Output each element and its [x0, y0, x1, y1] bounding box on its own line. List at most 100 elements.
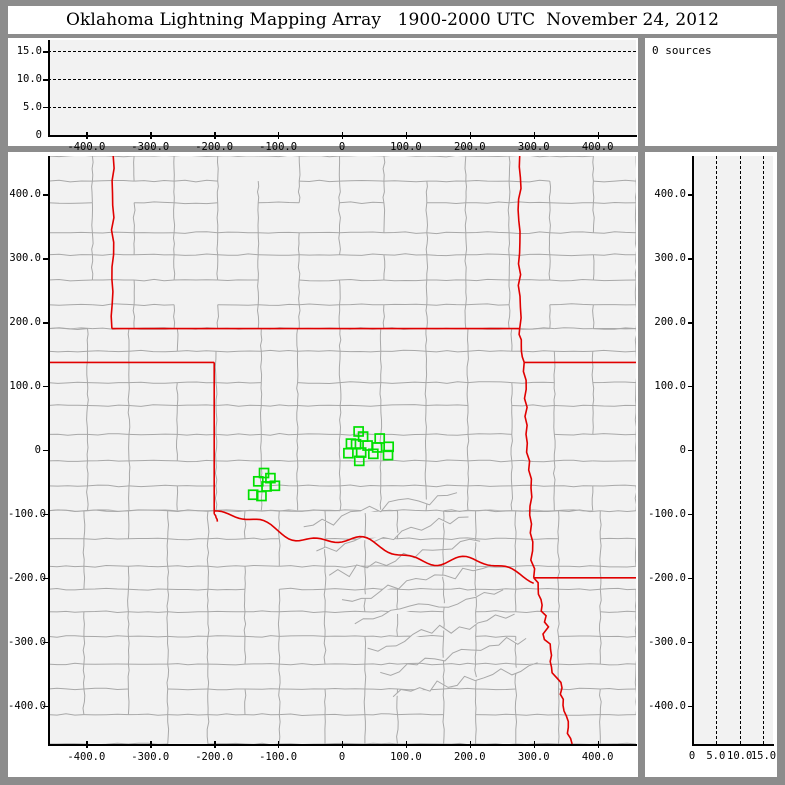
boundary-line [258, 201, 300, 204]
time-height-plot-area[interactable] [48, 40, 636, 135]
boundary-line [464, 156, 467, 182]
boundary-line [467, 381, 512, 384]
boundary-line [380, 349, 427, 352]
boundary-line [549, 278, 594, 282]
boundary-line [244, 663, 280, 665]
boundary-line [340, 381, 381, 384]
lightning-source-marker[interactable] [269, 480, 281, 492]
boundary-line [244, 564, 280, 567]
boundary-line [86, 405, 88, 435]
boundary-line [509, 179, 550, 183]
x-tick-label: 15.0 [750, 750, 777, 762]
boundary-line [518, 328, 525, 363]
plan-view-map-panel[interactable]: 400.0 300.0 200.0 100.0 0 -100.0 -200.0 -300.0 -… [8, 152, 638, 777]
y-tick-label: -300.0 [8, 635, 46, 648]
boundary-line [592, 433, 636, 436]
boundary-line [425, 181, 428, 203]
boundary-line [367, 613, 515, 652]
x-tick-label: -400.0 [67, 141, 106, 153]
boundary-line [467, 349, 512, 352]
boundary-line [425, 381, 469, 384]
boundary-line [48, 253, 93, 257]
boundary-line [127, 589, 129, 612]
boundary-line [426, 279, 466, 282]
boundary-line [297, 382, 341, 385]
boundary-line [508, 232, 511, 255]
boundary-line [244, 537, 280, 540]
x-tick-label: 0 [338, 751, 346, 763]
boundary-line [466, 405, 469, 435]
boundary-line [634, 538, 636, 567]
boundary-line [174, 231, 218, 234]
boundary-line [515, 663, 559, 666]
lightning-source-marker[interactable] [343, 447, 354, 459]
boundary-line [303, 492, 458, 528]
lightning-source-marker[interactable] [367, 448, 379, 460]
y-tick-label: 0 [34, 444, 41, 456]
boundary-line [593, 231, 636, 234]
boundary-line [599, 510, 602, 539]
time-height-panel[interactable]: 15.0 10.0 5.0 0 -400.0 -300.0 -200.0 -100.0 0 10… [8, 38, 638, 153]
height-count-plot-area[interactable] [692, 156, 773, 744]
boundary-line [48, 565, 84, 568]
boundary-line [278, 664, 281, 690]
boundary-line [443, 565, 476, 568]
boundary-line [48, 509, 84, 513]
boundary-line [558, 714, 601, 716]
boundary-line [133, 156, 135, 182]
boundary-line [134, 278, 175, 282]
lightning-source-marker[interactable] [353, 455, 365, 467]
boundary-line [514, 510, 517, 539]
boundary-line [296, 382, 299, 406]
boundary-line [258, 231, 300, 234]
boundary-line [214, 485, 218, 511]
boundary-line [443, 509, 476, 513]
boundary-line [396, 714, 399, 744]
boundary-line [299, 303, 340, 306]
plan-view-plot-area[interactable] [48, 156, 636, 744]
boundary-line [216, 181, 219, 203]
boundary-line [364, 688, 398, 691]
map-graphic[interactable] [48, 156, 636, 744]
boundary-line [557, 636, 560, 665]
boundary-line [83, 687, 129, 691]
y-tick-mark [688, 194, 694, 196]
y-tick-mark [688, 386, 694, 388]
boundary-line [426, 156, 466, 158]
boundary-line [364, 538, 367, 567]
boundary-line [364, 662, 398, 666]
boundary-line [379, 351, 382, 383]
boundary-line [48, 610, 84, 613]
boundary-line [167, 565, 209, 568]
x-tick-mark [469, 741, 472, 748]
lightning-source-markers[interactable] [247, 426, 395, 502]
boundary-line [475, 688, 516, 691]
boundary-line [425, 404, 469, 406]
boundary-line [464, 202, 467, 233]
boundary-line [91, 232, 94, 255]
y-tick-label: -100.0 [8, 507, 46, 520]
lightning-source-marker[interactable] [382, 449, 394, 461]
boundary-line [364, 510, 367, 539]
boundary-line [592, 156, 595, 182]
height-count-panel[interactable]: 400.0 300.0 200.0 100.0 0 -100.0 -200.0 -300.0 -… [645, 152, 777, 777]
boundary-line [548, 232, 551, 255]
boundary-line [83, 537, 129, 540]
boundary-line [166, 688, 169, 715]
boundary-line [207, 611, 210, 637]
lightning-source-marker[interactable] [256, 490, 267, 502]
boundary-line [397, 662, 444, 666]
x-tick-mark [405, 132, 408, 139]
boundary-line [442, 688, 445, 715]
boundary-line [323, 589, 326, 612]
boundary-line [340, 433, 381, 436]
boundary-line [83, 564, 129, 568]
y-tick-label: -200.0 [648, 571, 686, 584]
boundary-line [207, 635, 246, 637]
boundary-line [83, 587, 129, 590]
boundary-line [48, 587, 84, 591]
boundary-line [475, 610, 516, 613]
boundary-line [592, 202, 595, 233]
boundary-line [510, 328, 513, 352]
boundary-line [296, 460, 299, 486]
